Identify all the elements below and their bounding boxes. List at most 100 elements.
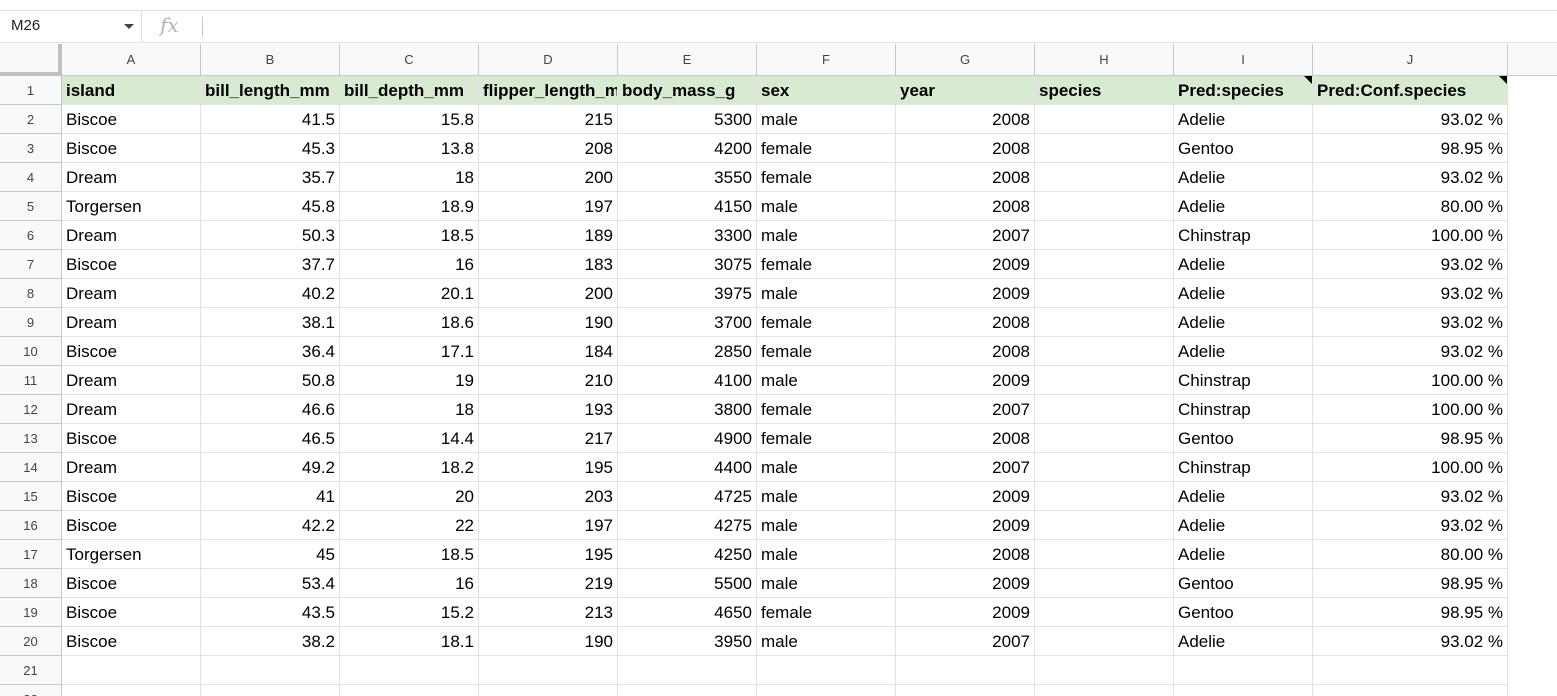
table-cell[interactable]: 2008 xyxy=(896,105,1035,134)
table-cell[interactable]: 2008 xyxy=(896,337,1035,366)
header-cell[interactable]: body_mass_g xyxy=(618,76,757,105)
empty-cell[interactable] xyxy=(479,685,618,696)
header-cell[interactable]: sex xyxy=(757,76,896,105)
table-cell[interactable]: 3550 xyxy=(618,163,757,192)
table-cell[interactable]: 22 xyxy=(340,511,479,540)
table-cell[interactable] xyxy=(1035,366,1174,395)
column-header-g[interactable]: G xyxy=(896,44,1035,76)
table-cell[interactable]: Dream xyxy=(62,366,201,395)
column-header-h[interactable]: H xyxy=(1035,44,1174,76)
empty-cell[interactable] xyxy=(201,685,340,696)
table-cell[interactable]: 20 xyxy=(340,482,479,511)
table-cell[interactable]: Biscoe xyxy=(62,250,201,279)
table-cell[interactable] xyxy=(1035,105,1174,134)
table-cell[interactable]: 195 xyxy=(479,540,618,569)
table-cell[interactable]: 3075 xyxy=(618,250,757,279)
table-cell[interactable]: 2009 xyxy=(896,569,1035,598)
table-cell[interactable]: 3800 xyxy=(618,395,757,424)
table-cell[interactable]: 5300 xyxy=(618,105,757,134)
table-cell[interactable]: 2008 xyxy=(896,134,1035,163)
table-cell[interactable]: 19 xyxy=(340,366,479,395)
table-cell[interactable]: 98.95 % xyxy=(1313,598,1508,627)
table-cell[interactable]: 189 xyxy=(479,221,618,250)
table-cell[interactable]: 98.95 % xyxy=(1313,569,1508,598)
row-header-12[interactable]: 12 xyxy=(0,395,62,424)
row-header-5[interactable]: 5 xyxy=(0,192,62,221)
table-cell[interactable]: female xyxy=(757,308,896,337)
table-cell[interactable]: male xyxy=(757,627,896,656)
table-cell[interactable]: 20.1 xyxy=(340,279,479,308)
table-cell[interactable]: 2008 xyxy=(896,424,1035,453)
table-cell[interactable]: 4275 xyxy=(618,511,757,540)
table-cell[interactable]: 98.95 % xyxy=(1313,134,1508,163)
table-cell[interactable]: 2009 xyxy=(896,366,1035,395)
table-cell[interactable]: 40.2 xyxy=(201,279,340,308)
table-cell[interactable]: 16 xyxy=(340,569,479,598)
empty-cell[interactable] xyxy=(1035,685,1174,696)
empty-cell[interactable] xyxy=(1313,656,1508,685)
table-cell[interactable]: 16 xyxy=(340,250,479,279)
table-cell[interactable]: 190 xyxy=(479,627,618,656)
table-cell[interactable]: 18.9 xyxy=(340,192,479,221)
header-cell[interactable]: bill_length_mm xyxy=(201,76,340,105)
table-cell[interactable]: Dream xyxy=(62,221,201,250)
row-header-16[interactable]: 16 xyxy=(0,511,62,540)
table-cell[interactable]: 4650 xyxy=(618,598,757,627)
table-cell[interactable] xyxy=(1035,279,1174,308)
table-cell[interactable]: female xyxy=(757,163,896,192)
select-all-corner[interactable] xyxy=(0,44,62,76)
table-cell[interactable]: 93.02 % xyxy=(1313,511,1508,540)
table-cell[interactable]: female xyxy=(757,337,896,366)
table-cell[interactable]: 2009 xyxy=(896,511,1035,540)
column-header-c[interactable]: C xyxy=(340,44,479,76)
row-header-3[interactable]: 3 xyxy=(0,134,62,163)
table-cell[interactable]: Adelie xyxy=(1174,482,1313,511)
table-cell[interactable]: 45.8 xyxy=(201,192,340,221)
table-cell[interactable]: Adelie xyxy=(1174,540,1313,569)
table-cell[interactable]: 2009 xyxy=(896,279,1035,308)
header-cell[interactable]: Pred:Conf.species xyxy=(1313,76,1508,105)
table-cell[interactable] xyxy=(1035,511,1174,540)
table-cell[interactable]: Dream xyxy=(62,395,201,424)
empty-cell[interactable] xyxy=(340,685,479,696)
empty-cell[interactable] xyxy=(896,656,1035,685)
row-header-13[interactable]: 13 xyxy=(0,424,62,453)
row-header-1[interactable]: 1 xyxy=(0,76,62,105)
table-cell[interactable]: 3700 xyxy=(618,308,757,337)
table-cell[interactable]: Chinstrap xyxy=(1174,395,1313,424)
table-cell[interactable]: 93.02 % xyxy=(1313,279,1508,308)
table-cell[interactable]: Chinstrap xyxy=(1174,453,1313,482)
empty-cell[interactable] xyxy=(757,685,896,696)
table-cell[interactable]: 17.1 xyxy=(340,337,479,366)
row-header-19[interactable]: 19 xyxy=(0,598,62,627)
table-cell[interactable] xyxy=(1035,395,1174,424)
table-cell[interactable] xyxy=(1035,250,1174,279)
table-cell[interactable] xyxy=(1035,424,1174,453)
row-header-18[interactable]: 18 xyxy=(0,569,62,598)
row-header-6[interactable]: 6 xyxy=(0,221,62,250)
table-cell[interactable]: 190 xyxy=(479,308,618,337)
table-cell[interactable]: 2008 xyxy=(896,308,1035,337)
table-cell[interactable]: 93.02 % xyxy=(1313,337,1508,366)
empty-cell[interactable] xyxy=(1035,656,1174,685)
table-cell[interactable]: 4725 xyxy=(618,482,757,511)
chevron-down-icon[interactable] xyxy=(124,24,134,29)
table-cell[interactable]: Dream xyxy=(62,453,201,482)
table-cell[interactable]: Adelie xyxy=(1174,192,1313,221)
table-cell[interactable]: Chinstrap xyxy=(1174,221,1313,250)
header-cell[interactable]: Pred:species xyxy=(1174,76,1313,105)
table-cell[interactable]: 2009 xyxy=(896,598,1035,627)
table-cell[interactable]: Adelie xyxy=(1174,250,1313,279)
table-cell[interactable]: 208 xyxy=(479,134,618,163)
table-cell[interactable]: 100.00 % xyxy=(1313,395,1508,424)
table-cell[interactable]: Adelie xyxy=(1174,627,1313,656)
table-cell[interactable]: 93.02 % xyxy=(1313,250,1508,279)
table-cell[interactable]: 213 xyxy=(479,598,618,627)
table-cell[interactable]: male xyxy=(757,366,896,395)
row-header-10[interactable]: 10 xyxy=(0,337,62,366)
row-header-9[interactable]: 9 xyxy=(0,308,62,337)
row-header-11[interactable]: 11 xyxy=(0,366,62,395)
empty-cell[interactable] xyxy=(62,656,201,685)
table-cell[interactable]: Adelie xyxy=(1174,279,1313,308)
empty-cell[interactable] xyxy=(340,656,479,685)
